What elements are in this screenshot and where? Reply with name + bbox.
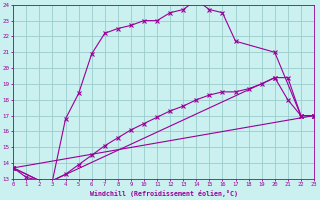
X-axis label: Windchill (Refroidissement éolien,°C): Windchill (Refroidissement éolien,°C) (90, 190, 238, 197)
